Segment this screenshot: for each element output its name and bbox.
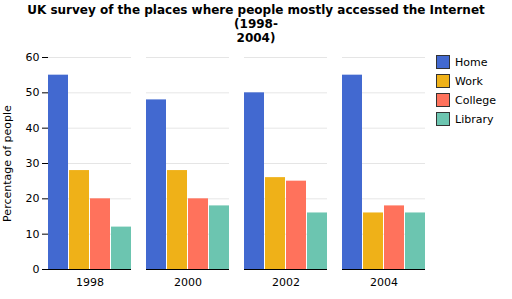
html-text:College: College — [455, 93, 496, 107]
svg-text:40: 40 — [26, 122, 40, 135]
svg-text:30: 30 — [26, 157, 40, 170]
svg-text:0: 0 — [33, 263, 40, 276]
html-text:Home: Home — [455, 55, 488, 69]
svg-text:2004: 2004 — [370, 276, 398, 289]
html-text:Work: Work — [455, 74, 483, 88]
svg-text:50: 50 — [26, 86, 40, 99]
svg-text:Percentage of people: Percentage of people — [1, 105, 14, 222]
html-text:Library: Library — [455, 112, 494, 126]
svg-text:20: 20 — [26, 192, 40, 205]
svg-text:2000: 2000 — [174, 276, 202, 289]
svg-text:10: 10 — [26, 228, 40, 241]
html-text:UK survey of the places where: UK survey of the places where people mos… — [27, 3, 485, 45]
svg-text:60: 60 — [26, 51, 40, 64]
svg-text:1998: 1998 — [76, 276, 104, 289]
svg-text:2002: 2002 — [272, 276, 300, 289]
